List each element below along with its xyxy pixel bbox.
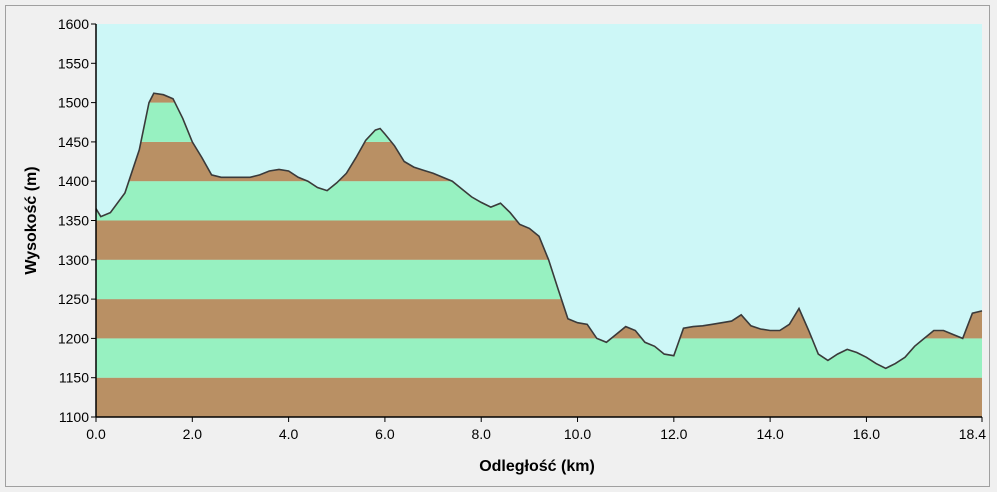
y-tick-label: 1350 <box>58 213 89 229</box>
y-tick-label: 1550 <box>58 55 89 71</box>
x-tick-label: 14.0 <box>757 426 784 442</box>
y-axis-ticks: 1100 1150 1200 1250 1300 1350 1400 1450 1500 1550… <box>58 16 96 425</box>
x-axis-label: Odległość (km) <box>479 458 595 475</box>
x-tick-label: 10.0 <box>564 426 591 442</box>
y-tick-label: 1100 <box>59 409 89 425</box>
x-tick-label: 6.0 <box>375 426 395 442</box>
x-tick-label: 16.0 <box>853 426 880 442</box>
y-tick-label: 1600 <box>58 16 89 32</box>
x-tick-label: 2.0 <box>183 426 203 442</box>
y-tick-label: 1200 <box>58 330 89 346</box>
chart-panel: 1100 1150 1200 1250 1300 1350 1400 1450 1500 1550… <box>5 5 990 487</box>
y-tick-label: 1400 <box>58 173 89 189</box>
elevation-band <box>96 377 982 417</box>
y-tick-label: 1150 <box>59 370 89 386</box>
x-axis-ticks: 0.0 2.0 4.0 6.0 8.0 10.0 12.0 14.0 16.0 18.4 <box>86 417 986 442</box>
elevation-profile-chart: 1100 1150 1200 1250 1300 1350 1400 1450 1500 1550… <box>23 16 986 475</box>
y-tick-label: 1450 <box>58 134 89 150</box>
y-tick-label: 1300 <box>58 252 89 268</box>
y-axis-label: Wysokość (m) <box>23 166 40 274</box>
y-tick-label: 1500 <box>58 95 89 111</box>
elevation-line <box>95 92 983 370</box>
x-tick-label: 4.0 <box>279 426 299 442</box>
x-tick-label: 0.0 <box>86 426 106 442</box>
x-tick-label: 18.4 <box>959 426 986 442</box>
x-tick-label: 12.0 <box>660 426 687 442</box>
x-tick-label: 8.0 <box>471 426 491 442</box>
y-tick-label: 1250 <box>58 291 89 307</box>
